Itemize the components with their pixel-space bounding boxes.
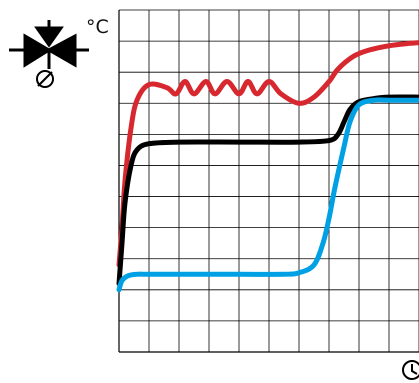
three-way-valve-icon [9, 20, 89, 69]
series-line-3 [116, 97, 419, 293]
solenoid-icon [36, 70, 54, 88]
unit-label: °C [86, 16, 109, 38]
chart-grid [118, 9, 419, 353]
series-line-1 [116, 40, 419, 268]
chart-series [116, 40, 419, 293]
time-icon [402, 360, 419, 380]
